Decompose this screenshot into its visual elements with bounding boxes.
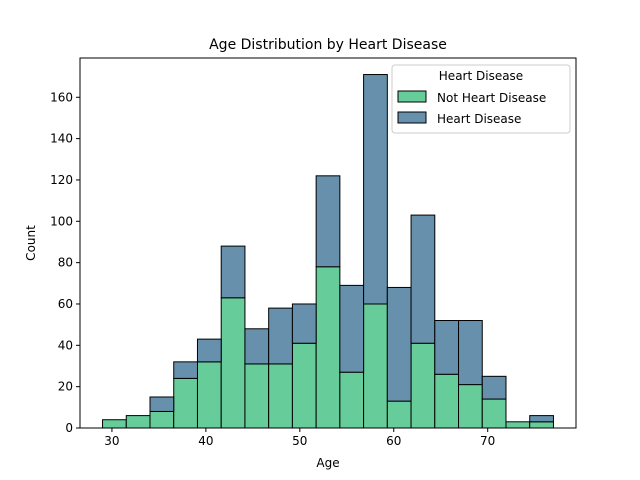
bar-not-heart-disease-0 <box>102 419 127 429</box>
y-tick-label: 100 <box>50 214 73 228</box>
y-tick-label: 140 <box>50 132 73 146</box>
legend-frame <box>391 64 571 134</box>
bar-not-heart-disease-4 <box>196 361 222 429</box>
bar-not-heart-disease-2 <box>149 410 175 429</box>
x-axis: 30 40 50 60 70 <box>104 428 495 448</box>
bar-not-heart-disease-15 <box>458 384 483 429</box>
legend: Heart Disease Not Heart Disease Heart Di… <box>391 64 571 134</box>
legend-swatch-heart-disease <box>397 111 427 124</box>
bar-heart-disease-3 <box>173 361 198 379</box>
bar-not-heart-disease-8 <box>291 342 317 429</box>
x-tick-label: 70 <box>480 434 495 448</box>
bar-heart-disease-18 <box>529 415 554 423</box>
legend-title: Heart Disease <box>439 69 523 83</box>
bar-not-heart-disease-5 <box>220 297 246 429</box>
legend-label-not-heart-disease: Not Heart Disease <box>437 91 546 105</box>
bar-not-heart-disease-10 <box>339 371 365 429</box>
bar-not-heart-disease-11 <box>363 303 388 429</box>
bar-not-heart-disease-16 <box>481 398 507 429</box>
bar-heart-disease-12 <box>386 286 412 402</box>
y-tick-label: 40 <box>58 338 73 352</box>
x-tick-label: 60 <box>386 434 401 448</box>
bar-heart-disease-9 <box>315 175 341 268</box>
bar-not-heart-disease-17 <box>505 421 531 429</box>
bar-not-heart-disease-6 <box>244 363 270 429</box>
bar-heart-disease-4 <box>196 338 222 363</box>
chart-title: Age Distribution by Heart Disease <box>209 37 447 53</box>
bar-heart-disease-8 <box>291 303 317 344</box>
x-axis-title: Age <box>316 456 339 470</box>
bar-heart-disease-6 <box>244 328 270 365</box>
bar-not-heart-disease-1 <box>125 415 151 429</box>
bar-heart-disease-7 <box>268 307 293 365</box>
bar-heart-disease-14 <box>434 320 460 375</box>
y-tick-label: 0 <box>65 421 73 435</box>
bar-heart-disease-15 <box>458 320 483 386</box>
y-tick-label: 120 <box>50 173 73 187</box>
bar-not-heart-disease-3 <box>173 377 198 429</box>
x-tick-label: 30 <box>104 434 119 448</box>
x-tick-label: 40 <box>198 434 213 448</box>
x-tick-label: 50 <box>292 434 307 448</box>
bar-heart-disease-5 <box>220 245 246 299</box>
bar-heart-disease-10 <box>339 284 365 373</box>
plot-frame <box>79 57 577 429</box>
bar-not-heart-disease-18 <box>529 421 554 429</box>
bar-not-heart-disease-14 <box>434 373 460 429</box>
bar-heart-disease-11 <box>363 74 388 305</box>
y-axis-title: Count <box>24 225 38 261</box>
y-tick-label: 160 <box>50 90 73 104</box>
bar-not-heart-disease-9 <box>315 266 341 429</box>
bar-heart-disease-13 <box>410 214 436 344</box>
y-tick-label: 80 <box>58 256 73 270</box>
legend-label-heart-disease: Heart Disease <box>437 112 521 126</box>
legend-swatch-not-heart-disease <box>397 90 427 103</box>
bar-not-heart-disease-7 <box>268 363 293 429</box>
bar-heart-disease-2 <box>149 396 175 412</box>
y-tick-label: 20 <box>58 380 73 394</box>
bar-not-heart-disease-13 <box>410 342 436 429</box>
bar-group <box>102 74 554 429</box>
bar-not-heart-disease-12 <box>386 400 412 429</box>
y-axis: 0 20 40 60 80 100 120 140 160 <box>50 90 80 435</box>
bar-heart-disease-16 <box>481 375 507 400</box>
y-tick-label: 60 <box>58 297 73 311</box>
